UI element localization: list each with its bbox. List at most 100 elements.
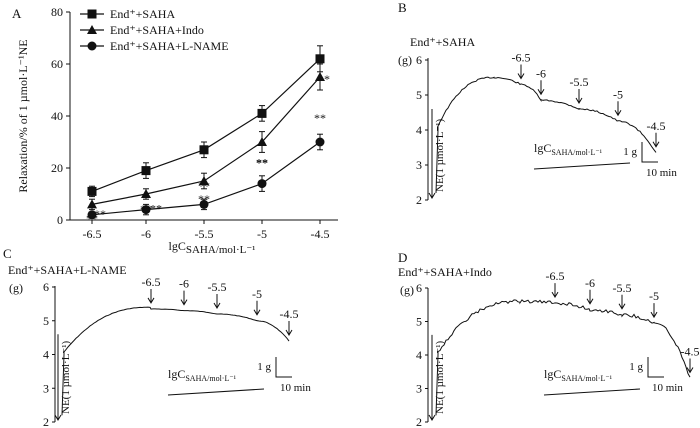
legend-marker-triangle xyxy=(87,25,97,34)
panel-d-title: End⁺+SAHA+Indo xyxy=(398,265,492,279)
panel-b-unit: (g) xyxy=(398,53,412,67)
panel-d-ne-marker: NE(1 µmol·L⁻¹) xyxy=(428,334,446,421)
d-ytick-label: 3 xyxy=(416,382,422,396)
b-dose-label: -5 xyxy=(613,87,623,101)
d-dose-label: -6 xyxy=(585,276,595,290)
a-point-circle xyxy=(141,205,151,215)
b-dose-arrowhead xyxy=(537,88,545,96)
b-dose-arrowhead xyxy=(517,73,525,80)
panel-c-dose-markers: -6.5 -6 -5.5 -5 -4.5 xyxy=(142,275,299,336)
c-dose-arrowhead xyxy=(285,329,293,336)
b-conc-sub: SAHA/mol·L⁻¹ xyxy=(551,148,602,157)
panel-a-annotations: *********** ******** xyxy=(86,72,330,226)
d-ne-label: NE(1 µmol·L⁻¹) xyxy=(434,340,446,414)
panel-a-x-label-sub: SAHA/mol·L⁻¹ xyxy=(186,244,256,256)
a-point-triangle xyxy=(257,137,267,146)
a-xtick-label: -5.5 xyxy=(195,227,214,241)
panel-a-y-ticks: 0 20 40 60 80 xyxy=(51,5,70,227)
c-dose-label: -6 xyxy=(179,277,189,291)
panel-d-scale-bar: 1 g 10 min xyxy=(629,357,683,394)
a-point-square xyxy=(141,166,151,176)
a-point-circle xyxy=(257,179,267,189)
b-ytick-label: 2 xyxy=(416,193,422,207)
b-scale-time: 10 min xyxy=(646,167,677,179)
c-ne-arrowhead xyxy=(54,414,62,421)
a-ytick-label: 80 xyxy=(51,5,63,19)
panel-c-title: End⁺+SAHA+L-NAME xyxy=(8,263,127,277)
b-ytick-label: 4 xyxy=(416,123,422,137)
a-point-square xyxy=(257,108,267,118)
c-conc-main: lgC xyxy=(168,367,185,381)
a-sig-lname: ** xyxy=(94,207,106,221)
d-dose-label: -5.5 xyxy=(613,281,632,295)
c-ytick-label: 2 xyxy=(43,415,49,428)
legend-label: End⁺+SAHA+Indo xyxy=(110,23,204,37)
a-sig-lname: ** xyxy=(256,156,268,170)
panel-c-y-ticks: 2 3 4 5 6 xyxy=(43,280,55,428)
d-dose-label: -5 xyxy=(649,289,659,303)
d-dose-label: -6.5 xyxy=(546,269,565,283)
a-sig-indo: ** xyxy=(256,155,268,169)
a-point-square xyxy=(199,145,209,155)
panel-a-x-label-main: lgC xyxy=(169,239,186,253)
b-ytick-label: 3 xyxy=(416,158,422,172)
panel-c-ne-marker: NE(1 µmol·L⁻¹) xyxy=(54,334,72,421)
panel-c-concentration-label: lgCSAHA/mol·L⁻¹ xyxy=(167,367,265,396)
panel-a: A 0 20 40 60 80 -6.5 -6 -5.5 -5 -4.5 Relaxation/… xyxy=(12,5,338,256)
legend-label: End⁺+SAHA xyxy=(110,7,175,21)
panel-b-dose-markers: -6.5 -6 -5.5 -5 -4.5 xyxy=(512,51,666,148)
b-ne-arrowhead xyxy=(428,192,436,199)
panel-b-title: End⁺+SAHA xyxy=(410,35,475,49)
a-xtick-label: -5 xyxy=(257,227,267,241)
c-dose-arrowhead xyxy=(147,297,155,304)
c-ytick-label: 3 xyxy=(43,381,49,395)
d-ne-arrowhead xyxy=(428,414,436,421)
panel-d-dose-markers: -6.5 -6 -5.5 -5 -4.5 xyxy=(546,269,700,374)
a-point-circle xyxy=(199,199,209,209)
c-conc-ramp xyxy=(167,388,265,396)
a-point-triangle xyxy=(315,72,325,81)
panel-a-series xyxy=(87,45,325,220)
b-dose-arrowhead xyxy=(652,141,660,148)
a-ytick-label: 40 xyxy=(51,109,63,123)
c-dose-label: -4.5 xyxy=(280,307,299,321)
panel-b: B End⁺+SAHA (g) 2 3 4 5 6 -6.5 -6 -5.5 -5 -4.5 N… xyxy=(398,0,677,207)
panel-a-y-label: Relaxation/% of 1 µmol·L⁻¹NE xyxy=(16,39,30,192)
d-dose-label: -4.5 xyxy=(681,344,700,358)
a-sig-lname: ** xyxy=(314,111,326,125)
panel-d-concentration-label: lgCSAHA/mol·L⁻¹ xyxy=(543,367,641,396)
d-scale-time: 10 min xyxy=(652,382,683,394)
c-scale-tension: 1 g xyxy=(257,361,271,373)
d-dose-arrowhead xyxy=(586,298,594,305)
a-xtick-label: -4.5 xyxy=(311,227,330,241)
b-dose-label: -6.5 xyxy=(512,51,531,65)
panel-d-trace xyxy=(435,299,691,416)
panel-b-ne-marker: NE(1 µmol·L⁻¹) xyxy=(428,109,446,199)
panel-c-scale-bar: 1 g 10 min xyxy=(257,357,311,394)
c-conc-sub: SAHA/mol·L⁻¹ xyxy=(185,374,236,383)
d-conc-text: lgCSAHA/mol·L⁻¹ xyxy=(544,367,613,383)
panel-b-trace xyxy=(435,76,657,194)
d-scale-lines xyxy=(647,357,664,378)
b-ytick-label: 5 xyxy=(416,88,422,102)
legend-marker-circle xyxy=(87,41,97,51)
panel-b-scale-bar: 1 g 10 min xyxy=(623,142,677,179)
a-point-triangle xyxy=(87,199,97,209)
c-dose-label: -5.5 xyxy=(208,280,227,294)
c-ytick-label: 5 xyxy=(43,314,49,328)
b-dose-arrowhead xyxy=(614,109,622,117)
c-dose-label: -5 xyxy=(252,287,262,301)
a-ytick-label: 0 xyxy=(57,213,63,227)
a-sig-lname: ** xyxy=(150,202,162,216)
c-conc-text: lgCSAHA/mol·L⁻¹ xyxy=(168,367,237,383)
d-dose-arrowhead xyxy=(618,303,626,310)
d-dose-arrowhead xyxy=(650,311,658,319)
panel-d-y-ticks: 2 3 4 5 6 xyxy=(416,281,428,428)
b-conc-text: lgCSAHA/mol·L⁻¹ xyxy=(534,141,603,157)
a-ytick-label: 20 xyxy=(51,161,63,175)
a-sig-indo: ** xyxy=(140,202,152,216)
b-conc-main: lgC xyxy=(534,141,551,155)
d-conc-sub: SAHA/mol·L⁻¹ xyxy=(561,374,612,383)
